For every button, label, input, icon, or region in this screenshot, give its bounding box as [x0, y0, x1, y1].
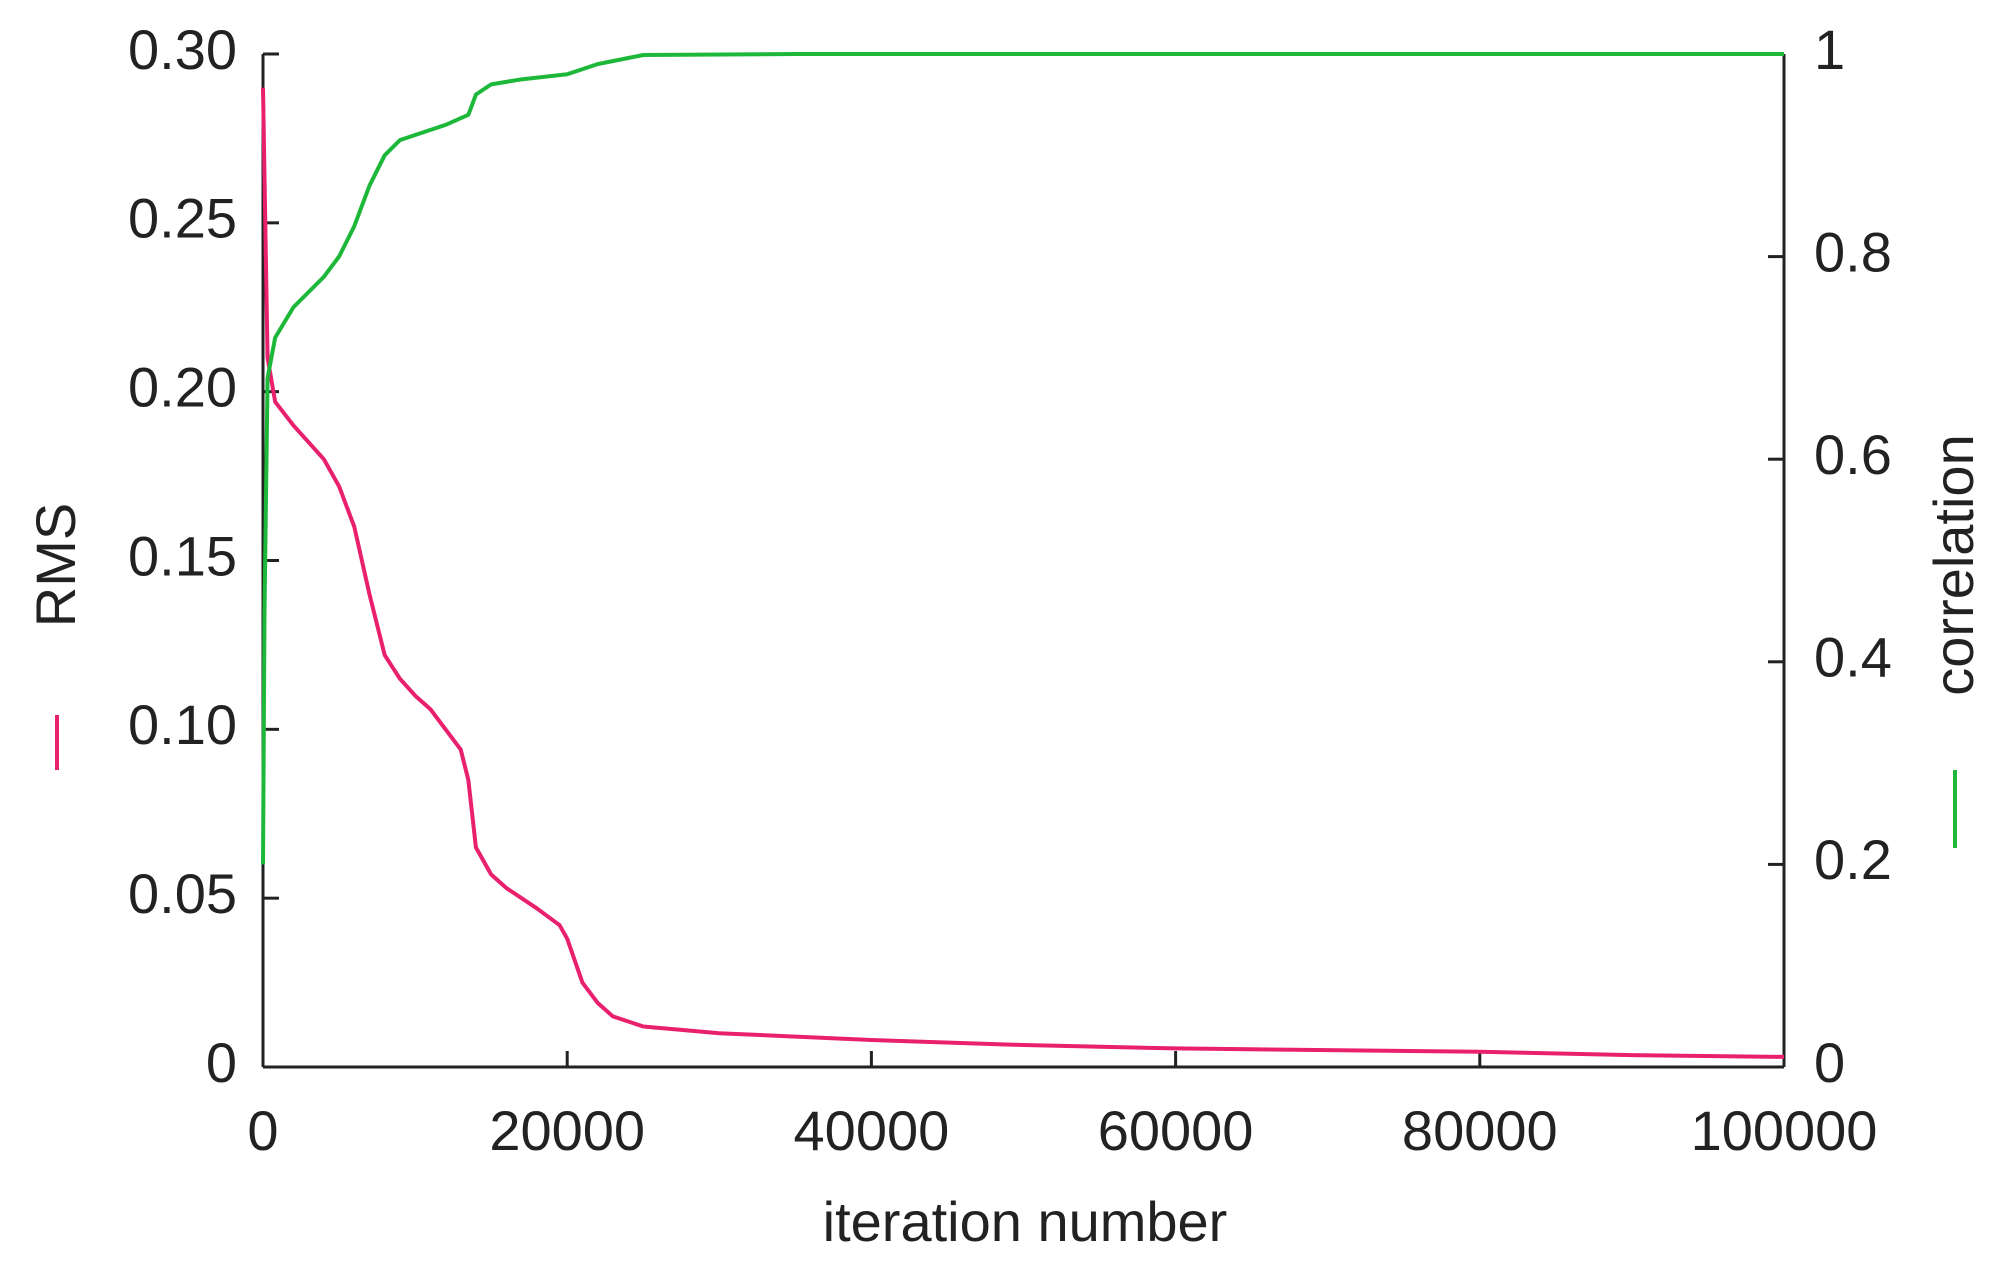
y2-tick-label: 0.2: [1814, 828, 1892, 891]
y2-tick-label: 0.6: [1814, 423, 1892, 486]
y2-tick-label: 1: [1814, 18, 1845, 81]
x-tick-label: 80000: [1402, 1099, 1558, 1162]
y-tick-label: 0.20: [128, 355, 237, 418]
x-axis-title: iteration number: [823, 1190, 1228, 1253]
y2-axis-title: correlation: [1922, 434, 1985, 695]
y-tick-label: 0.10: [128, 693, 237, 756]
y2-tick-label: 0: [1814, 1031, 1845, 1094]
y-tick-label: 0.15: [128, 524, 237, 587]
y-tick-label: 0.30: [128, 18, 237, 81]
x-tick-label: 60000: [1098, 1099, 1254, 1162]
y2-tick-label: 0.8: [1814, 220, 1892, 283]
y2-tick-label: 0.4: [1814, 626, 1892, 689]
x-tick-label: 40000: [794, 1099, 950, 1162]
y-tick-label: 0.05: [128, 862, 237, 925]
x-tick-label: 20000: [489, 1099, 645, 1162]
y-axis-title: RMS: [24, 503, 87, 627]
y-tick-label: 0: [206, 1031, 237, 1094]
y-tick-label: 0.25: [128, 187, 237, 250]
series-line: [261, 87, 1785, 1059]
series-line: [261, 52, 1784, 865]
x-tick-label: 0: [247, 1099, 278, 1162]
x-tick-label: 100000: [1691, 1099, 1878, 1162]
